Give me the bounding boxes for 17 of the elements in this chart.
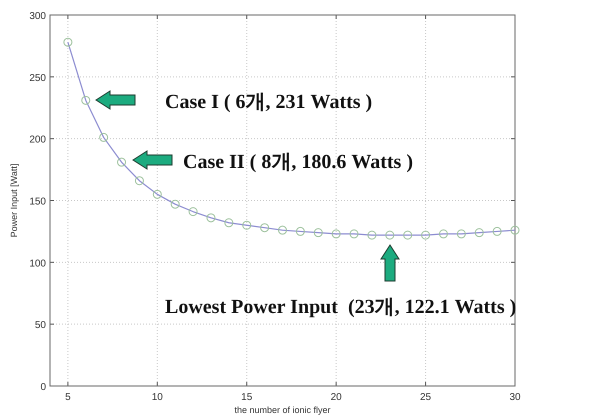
x-tick-label: 15 bbox=[241, 392, 253, 403]
y-tick-label: 300 bbox=[29, 11, 46, 22]
x-tick-label: 30 bbox=[509, 392, 521, 403]
x-axis-title: the number of ionic flyer bbox=[234, 405, 331, 415]
annotation: Case II ( 8개, 180.6 Watts ) bbox=[183, 151, 413, 173]
annotation: Case I ( 6개, 231 Watts ) bbox=[165, 91, 372, 113]
y-tick-label: 50 bbox=[34, 320, 46, 332]
y-axis-title: Power Input [Watt] bbox=[9, 164, 19, 238]
x-tick-label: 25 bbox=[420, 392, 432, 403]
y-tick-label: 100 bbox=[29, 258, 46, 270]
y-tick-label: 250 bbox=[29, 72, 46, 84]
x-tick-label: 10 bbox=[152, 392, 164, 403]
y-tick-label: 200 bbox=[29, 134, 46, 146]
x-tick-label: 20 bbox=[330, 392, 342, 403]
x-tick-label: 5 bbox=[65, 392, 72, 403]
y-tick-label: 150 bbox=[29, 196, 46, 208]
y-tick-label: 0 bbox=[40, 382, 46, 393]
